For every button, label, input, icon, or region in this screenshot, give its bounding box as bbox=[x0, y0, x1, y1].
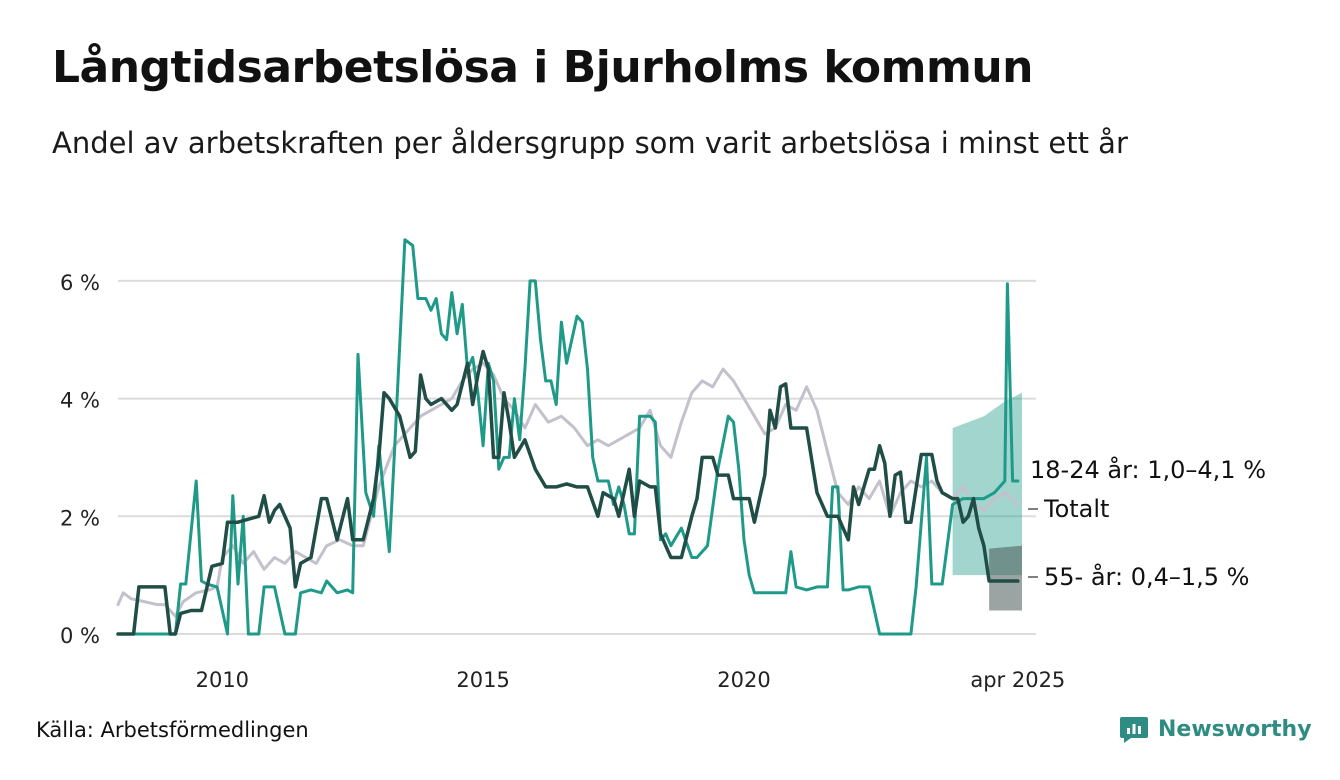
x-tick-label: 2020 bbox=[717, 668, 770, 692]
series-end-labels: Totalt 18-24 år: 1,0–4,1 % 55- år: 0,4–1,5… bbox=[1028, 455, 1266, 591]
series-label-18-24-r: 18-24 år: 1,0–4,1 % bbox=[1030, 455, 1266, 484]
y-tick-label: 4 % bbox=[60, 389, 100, 413]
series-line-18-24-r bbox=[116, 238, 1020, 636]
axis-labels: 0 % 2 % 4 % 6 % 2010 2015 2020 apr 2025 bbox=[60, 271, 1065, 692]
brand-logo[interactable]: Newsworthy bbox=[1118, 713, 1312, 745]
brand-name: Newsworthy bbox=[1158, 716, 1312, 742]
chart-title: Långtidsarbetslösa i Bjurholms kommun bbox=[52, 42, 1034, 93]
series-label-55-r: 55- år: 0,4–1,5 % bbox=[1044, 562, 1249, 591]
series-line-totalt bbox=[116, 361, 1020, 618]
y-tick-label: 6 % bbox=[60, 271, 100, 295]
chart-subtitle: Andel av arbetskraften per åldersgrupp s… bbox=[52, 126, 1128, 160]
source-note: Källa: Arbetsförmedlingen bbox=[36, 718, 309, 742]
x-tick-label: 2015 bbox=[456, 668, 509, 692]
grid-lines bbox=[118, 279, 1036, 635]
y-tick-label: 2 % bbox=[60, 506, 100, 530]
series-label-totalt: Totalt bbox=[1043, 495, 1109, 523]
y-tick-label: 0 % bbox=[60, 624, 100, 648]
series-lines bbox=[116, 238, 1020, 636]
series-line-55-r bbox=[116, 349, 1020, 636]
newsworthy-logo-icon bbox=[1120, 717, 1148, 743]
x-tick-label: 2010 bbox=[196, 668, 249, 692]
x-tick-label: apr 2025 bbox=[970, 668, 1065, 692]
range-band-55-r bbox=[989, 545, 1022, 611]
